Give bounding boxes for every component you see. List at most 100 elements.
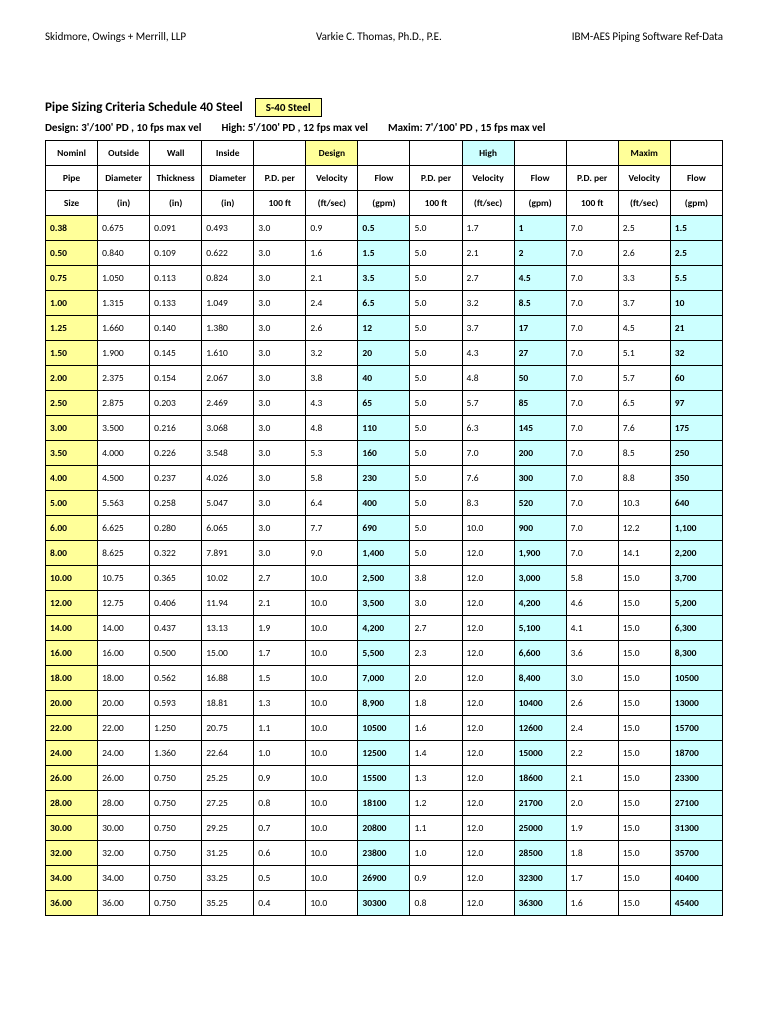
table-cell: 5.8	[566, 566, 618, 591]
table-cell: 3.0	[254, 241, 306, 266]
table-cell: 8,400	[514, 666, 566, 691]
table-cell: 32300	[514, 866, 566, 891]
table-cell: 0.5	[254, 866, 306, 891]
table-row: 3.504.0000.2263.5483.05.31605.07.02007.0…	[46, 441, 723, 466]
table-cell: 0.5	[358, 216, 410, 241]
table-cell: 27100	[670, 791, 722, 816]
table-cell: 36300	[514, 891, 566, 916]
table-cell: 1.0	[254, 741, 306, 766]
table-cell: 28.00	[46, 791, 98, 816]
table-cell: 15.0	[618, 716, 670, 741]
table-cell: 0.109	[150, 241, 202, 266]
table-cell: 15.0	[618, 666, 670, 691]
table-cell: 3.0	[410, 591, 462, 616]
table-cell: 2	[514, 241, 566, 266]
table-cell: 26900	[358, 866, 410, 891]
table-cell: 12.75	[98, 591, 150, 616]
table-cell: 28.00	[98, 791, 150, 816]
table-cell: 6.4	[306, 491, 358, 516]
table-cell: 85	[514, 391, 566, 416]
table-cell: 5.047	[202, 491, 254, 516]
table-cell: 8,300	[670, 641, 722, 666]
table-cell: 12.0	[462, 591, 514, 616]
table-cell: 0.750	[150, 791, 202, 816]
table-cell: 12.00	[46, 591, 98, 616]
table-cell: 2.5	[670, 241, 722, 266]
table-cell: 18100	[358, 791, 410, 816]
table-cell: 3.2	[462, 291, 514, 316]
col-header: P.D. per	[566, 166, 618, 191]
table-cell: 7.0	[566, 291, 618, 316]
table-cell: 4.8	[306, 416, 358, 441]
table-cell: 1.3	[254, 691, 306, 716]
table-cell: 0.500	[150, 641, 202, 666]
table-cell: 3.0	[254, 491, 306, 516]
table-cell: 8,900	[358, 691, 410, 716]
table-cell: 0.750	[150, 866, 202, 891]
table-cell: 2.875	[98, 391, 150, 416]
table-cell: 0.750	[150, 841, 202, 866]
table-cell: 520	[514, 491, 566, 516]
table-cell: 2.067	[202, 366, 254, 391]
col-header: Outside	[98, 141, 150, 166]
table-cell: 7,000	[358, 666, 410, 691]
col-header: Velocity	[618, 166, 670, 191]
table-cell: 3,500	[358, 591, 410, 616]
table-row: 0.500.8400.1090.6223.01.61.55.02.127.02.…	[46, 241, 723, 266]
table-cell: 350	[670, 466, 722, 491]
table-cell: 1.2	[410, 791, 462, 816]
table-cell: 1.1	[254, 716, 306, 741]
table-cell: 29.25	[202, 816, 254, 841]
table-cell: 12	[358, 316, 410, 341]
table-cell: 5.0	[410, 516, 462, 541]
table-cell: 0.50	[46, 241, 98, 266]
table-cell: 160	[358, 441, 410, 466]
col-header: (gpm)	[514, 191, 566, 216]
table-cell: 12.0	[462, 891, 514, 916]
col-header	[254, 141, 306, 166]
col-header: Design	[306, 141, 358, 166]
table-cell: 1.3	[410, 766, 462, 791]
table-row: 5.005.5630.2585.0473.06.44005.08.35207.0…	[46, 491, 723, 516]
table-cell: 0.406	[150, 591, 202, 616]
col-header: Flow	[670, 166, 722, 191]
table-cell: 4,200	[514, 591, 566, 616]
table-cell: 6.5	[618, 391, 670, 416]
table-cell: 4.5	[618, 316, 670, 341]
table-cell: 5.0	[410, 541, 462, 566]
table-cell: 2.6	[618, 241, 670, 266]
table-cell: 6,600	[514, 641, 566, 666]
page-header: Skidmore, Owings + Merrill, LLP Varkie C…	[45, 30, 723, 43]
table-cell: 10400	[514, 691, 566, 716]
table-cell: 1.050	[98, 266, 150, 291]
table-cell: 5.0	[410, 466, 462, 491]
table-cell: 4.5	[514, 266, 566, 291]
table-cell: 15.0	[618, 566, 670, 591]
table-cell: 10.0	[306, 716, 358, 741]
table-cell: 7.0	[566, 541, 618, 566]
table-cell: 18.00	[46, 666, 98, 691]
col-header: (in)	[98, 191, 150, 216]
table-cell: 1.250	[150, 716, 202, 741]
table-cell: 14.1	[618, 541, 670, 566]
maxim-spec: Maxim: 7'/100' PD , 15 fps max vel	[388, 121, 545, 134]
table-cell: 3.7	[462, 316, 514, 341]
table-cell: 4.6	[566, 591, 618, 616]
table-row: 4.004.5000.2374.0263.05.82305.07.63007.0…	[46, 466, 723, 491]
col-header: Diameter	[202, 166, 254, 191]
table-cell: 0.622	[202, 241, 254, 266]
table-cell: 5.0	[410, 491, 462, 516]
high-spec: High: 5'/100' PD , 12 fps max vel	[221, 121, 368, 134]
table-cell: 1.660	[98, 316, 150, 341]
table-cell: 14.00	[46, 616, 98, 641]
table-row: 28.0028.000.75027.250.810.0181001.212.02…	[46, 791, 723, 816]
table-row: 1.501.9000.1451.6103.03.2205.04.3277.05.…	[46, 341, 723, 366]
table-cell: 12500	[358, 741, 410, 766]
table-cell: 640	[670, 491, 722, 516]
table-cell: 11.94	[202, 591, 254, 616]
table-cell: 7.0	[566, 241, 618, 266]
table-cell: 10.0	[306, 641, 358, 666]
col-header	[410, 141, 462, 166]
table-cell: 5.3	[306, 441, 358, 466]
table-cell: 0.824	[202, 266, 254, 291]
